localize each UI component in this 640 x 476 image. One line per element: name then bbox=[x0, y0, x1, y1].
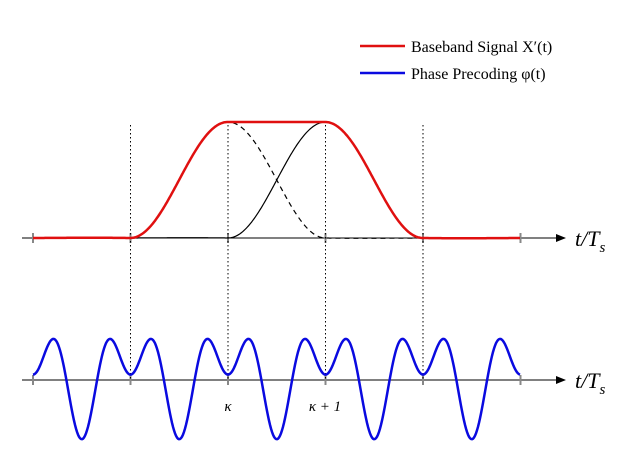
axis-label: t/Ts bbox=[575, 226, 605, 256]
axis-label-sub: s bbox=[599, 240, 605, 256]
axis-label-main: t/T bbox=[575, 226, 601, 251]
baseband-signal bbox=[33, 120, 520, 240]
tick-label: κ + 1 bbox=[309, 399, 341, 415]
phase-precoding bbox=[32, 337, 521, 441]
legend-label: Baseband Signal X′(t) bbox=[411, 39, 552, 56]
curves bbox=[32, 120, 522, 441]
axis-label-main: t/T bbox=[575, 368, 601, 393]
legend: Baseband Signal X′(t) Phase Precoding φ(… bbox=[360, 39, 552, 83]
pulse bbox=[130, 121, 423, 239]
axis-label-sub: s bbox=[599, 382, 605, 398]
legend-label: Phase Precoding φ(t) bbox=[411, 66, 546, 83]
tick-label: κ bbox=[224, 399, 232, 415]
axis-label: t/Ts bbox=[575, 368, 605, 398]
